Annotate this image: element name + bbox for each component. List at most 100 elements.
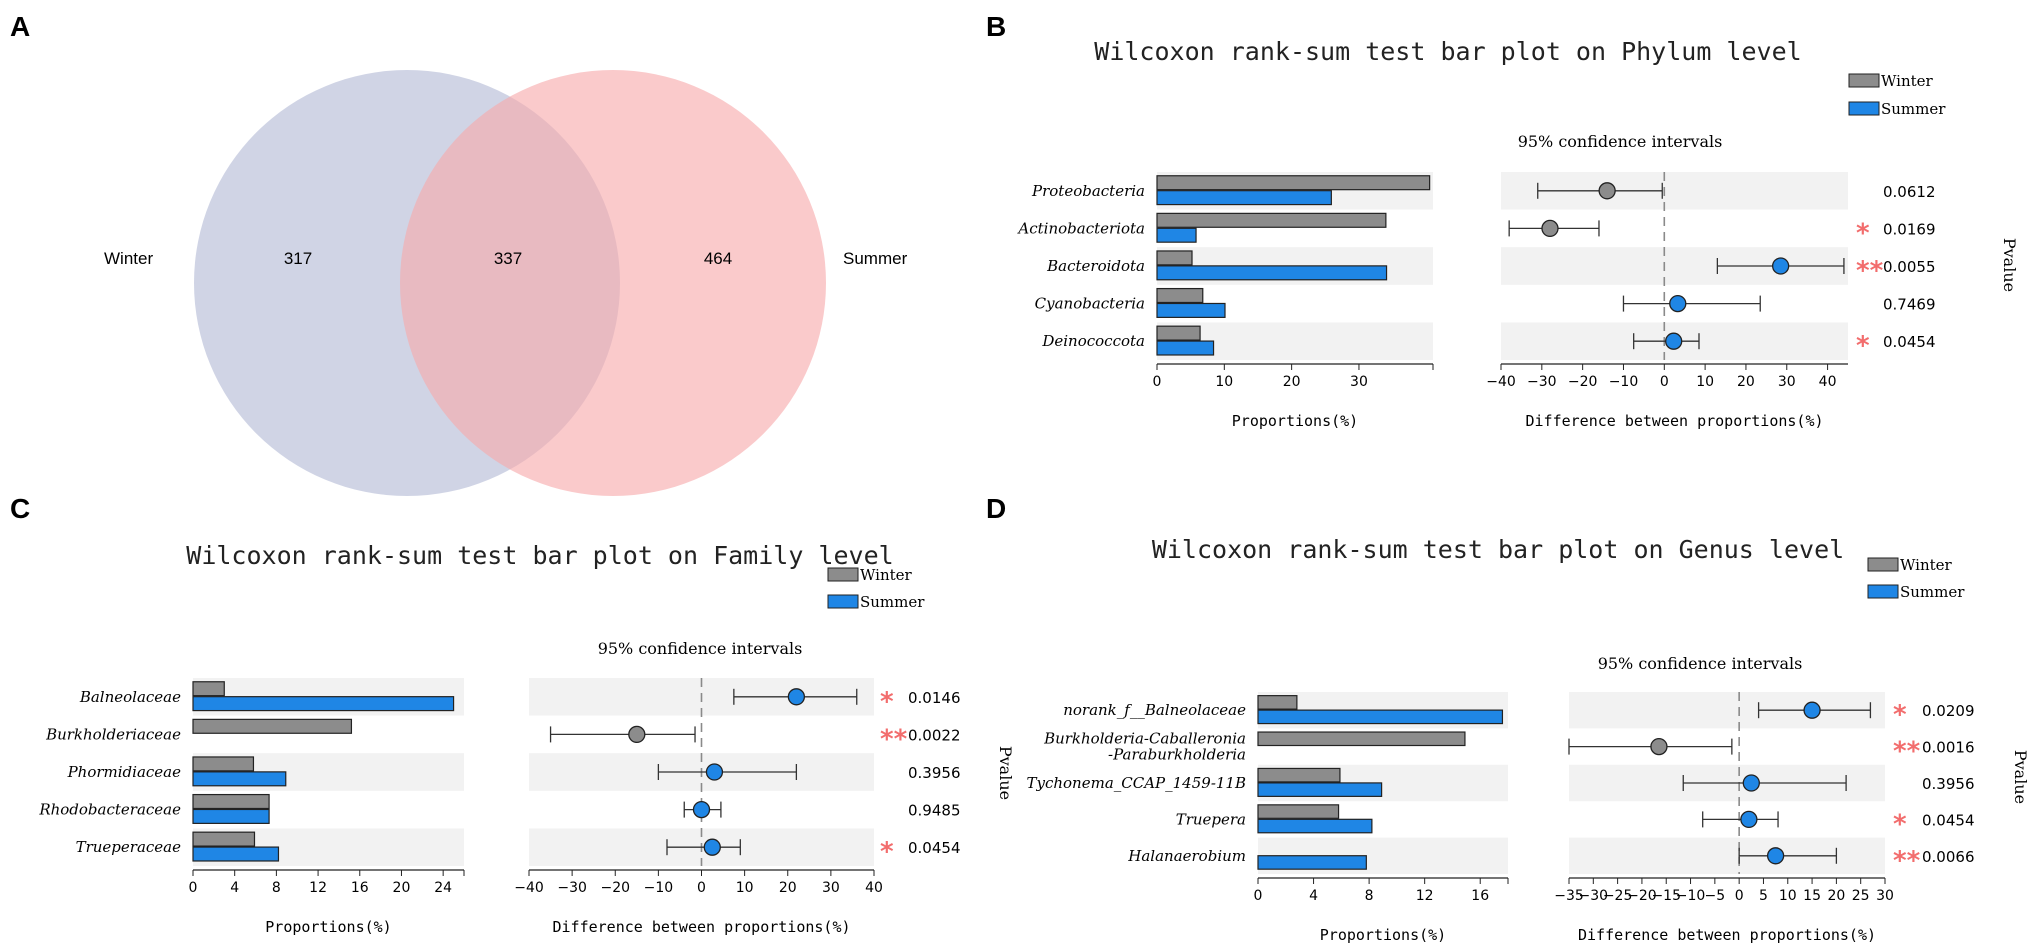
ci-x-tick-label: 30 bbox=[1876, 888, 1894, 904]
legend-swatch-winter bbox=[1848, 73, 1880, 88]
ci-point-truepera bbox=[1740, 810, 1758, 829]
venn-count-winter-only: 317 bbox=[284, 249, 312, 268]
bar-winter-phormidiaceae bbox=[192, 756, 255, 772]
significance-marker: * bbox=[1856, 331, 1870, 361]
bar-x-tick-label: 8 bbox=[1365, 888, 1374, 904]
p-value-burkholderiaceae: 0.0022 bbox=[908, 726, 961, 744]
ci-x-axis-label: Difference between proportions(%) bbox=[1525, 412, 1823, 430]
bar-winter-truepera bbox=[1257, 804, 1340, 819]
bar-x-tick-label: 16 bbox=[1471, 888, 1489, 904]
bar-summer-proteobacteria bbox=[1156, 190, 1332, 206]
ci-x-tick-label: 5 bbox=[1759, 888, 1768, 904]
ci-point-cyanobacteria bbox=[1669, 294, 1687, 313]
bar-summer-norank-f-balneolaceae bbox=[1257, 709, 1504, 725]
venn-label-winter: Winter bbox=[104, 249, 153, 268]
ci-x-tick-label: −10 bbox=[1609, 374, 1639, 390]
legend-label-winter: Winter bbox=[1900, 556, 1953, 574]
p-value-deinococcota: 0.0454 bbox=[1883, 333, 1936, 351]
significance-marker: * bbox=[1856, 218, 1870, 248]
legend-swatch-summer bbox=[1867, 584, 1899, 599]
ci-label: 95% confidence intervals bbox=[1518, 132, 1723, 151]
bar-x-tick-label: 0 bbox=[1153, 374, 1162, 390]
ci-x-axis-label: Difference between proportions(%) bbox=[552, 918, 850, 936]
ci-x-tick-label: 40 bbox=[865, 880, 883, 896]
ci-point-tychonema-ccap-1459-11b bbox=[1742, 774, 1760, 792]
p-value-rhodobacteraceae: 0.9485 bbox=[908, 802, 961, 820]
bar-winter-deinococcota bbox=[1156, 325, 1201, 341]
bar-winter-trueperaceae bbox=[192, 831, 256, 847]
ci-x-tick-label: 30 bbox=[1778, 374, 1796, 390]
ci-x-tick-label: −35 bbox=[1554, 888, 1584, 904]
category-label-bacteroidota: Bacteroidota bbox=[1046, 257, 1145, 275]
ci-x-tick-label: 15 bbox=[1803, 888, 1821, 904]
venn-label-summer: Summer bbox=[843, 249, 908, 268]
category-label-tychonema-ccap-1459-11b: Tychonema_CCAP_1459-11B bbox=[1026, 774, 1246, 792]
bar-x-tick-label: 8 bbox=[272, 880, 281, 896]
ci-x-tick-label: −20 bbox=[600, 880, 630, 896]
ci-x-tick-label: −30 bbox=[1579, 888, 1609, 904]
ci-point-phormidiaceae bbox=[705, 763, 724, 781]
legend-swatch-winter bbox=[827, 567, 859, 582]
p-value-trueperaceae: 0.0454 bbox=[908, 839, 961, 857]
bar-x-tick-label: 20 bbox=[393, 880, 411, 896]
legend-swatch-winter bbox=[1867, 557, 1899, 572]
bar-summer-trueperaceae bbox=[192, 846, 280, 862]
panel-label-c: C bbox=[10, 493, 30, 524]
bar-summer-deinococcota bbox=[1156, 340, 1215, 356]
ci-row-stripe bbox=[1569, 837, 1885, 874]
bar-x-tick-label: 0 bbox=[189, 880, 198, 896]
bar-winter-burkholderiaceae bbox=[192, 718, 353, 734]
ci-x-tick-label: −40 bbox=[514, 880, 544, 896]
venn-circle-summer bbox=[400, 70, 826, 496]
ci-x-tick-label: 0 bbox=[1660, 374, 1669, 390]
p-value-cyanobacteria: 0.7469 bbox=[1883, 296, 1936, 314]
ci-x-tick-label: 10 bbox=[1696, 374, 1714, 390]
p-value-norank-f-balneolaceae: 0.0209 bbox=[1922, 702, 1975, 720]
ci-x-tick-label: 30 bbox=[822, 880, 840, 896]
ci-x-tick-label: −25 bbox=[1603, 888, 1633, 904]
legend-swatch-summer bbox=[1848, 101, 1880, 116]
ci-x-tick-label: −5 bbox=[1705, 888, 1726, 904]
venn-count-summer-only: 464 bbox=[704, 249, 732, 268]
panel-c-family: Wilcoxon rank-sum test bar plot on Famil… bbox=[38, 541, 1015, 936]
bar-winter-norank-f-balneolaceae bbox=[1257, 695, 1298, 710]
category-label-proteobacteria: Proteobacteria bbox=[1031, 182, 1145, 200]
chart-title: Wilcoxon rank-sum test bar plot on Phylu… bbox=[1094, 37, 1801, 66]
panel-label-d: D bbox=[986, 493, 1006, 524]
bar-summer-balneolaceae bbox=[192, 696, 455, 712]
p-value-balneolaceae: 0.0146 bbox=[908, 689, 961, 707]
category-label-actinobacteriota: Actinobacteriota bbox=[1016, 219, 1145, 237]
ci-x-tick-label: −15 bbox=[1651, 888, 1681, 904]
bar-x-tick-label: 0 bbox=[1254, 888, 1263, 904]
bar-x-tick-label: 24 bbox=[434, 880, 452, 896]
significance-marker: * bbox=[880, 837, 894, 867]
ci-point-bacteroidota bbox=[1771, 257, 1790, 275]
ci-point-balneolaceae bbox=[787, 688, 806, 706]
ci-x-axis-label: Difference between proportions(%) bbox=[1578, 926, 1876, 944]
bar-x-tick-label: 30 bbox=[1350, 374, 1368, 390]
bar-summer-bacteroidota bbox=[1156, 265, 1388, 281]
ci-x-tick-label: −10 bbox=[1676, 888, 1706, 904]
chart-title: Wilcoxon rank-sum test bar plot on Genus… bbox=[1152, 535, 1844, 564]
bar-winter-burkholderia-caballeronia-paraburkholderia bbox=[1257, 731, 1466, 747]
bar-winter-bacteroidota bbox=[1156, 250, 1193, 266]
bar-x-tick-label: 4 bbox=[1309, 888, 1318, 904]
category-label-truepera: Truepera bbox=[1176, 810, 1246, 828]
bar-summer-tychonema-ccap-1459-11b bbox=[1257, 782, 1383, 797]
ci-x-tick-label: 20 bbox=[1827, 888, 1845, 904]
bar-x-tick-label: 20 bbox=[1283, 374, 1301, 390]
pvalue-axis-label: Pvalue bbox=[2011, 750, 2030, 804]
significance-marker: * bbox=[1893, 809, 1907, 839]
ci-x-tick-label: 25 bbox=[1852, 888, 1870, 904]
p-value-tychonema-ccap-1459-11b: 0.3956 bbox=[1922, 775, 1975, 793]
category-label-deinococcota: Deinococcota bbox=[1041, 332, 1145, 350]
ci-x-tick-label: −30 bbox=[1527, 374, 1557, 390]
legend-label-winter: Winter bbox=[1881, 72, 1934, 90]
bar-x-tick-label: 12 bbox=[1416, 888, 1434, 904]
bar-x-tick-label: 4 bbox=[230, 880, 239, 896]
bar-x-tick-label: 10 bbox=[1215, 374, 1233, 390]
category-label-halanaerobium: Halanaerobium bbox=[1127, 847, 1246, 865]
panel-label-a: A bbox=[10, 11, 30, 42]
bar-winter-balneolaceae bbox=[192, 681, 225, 697]
